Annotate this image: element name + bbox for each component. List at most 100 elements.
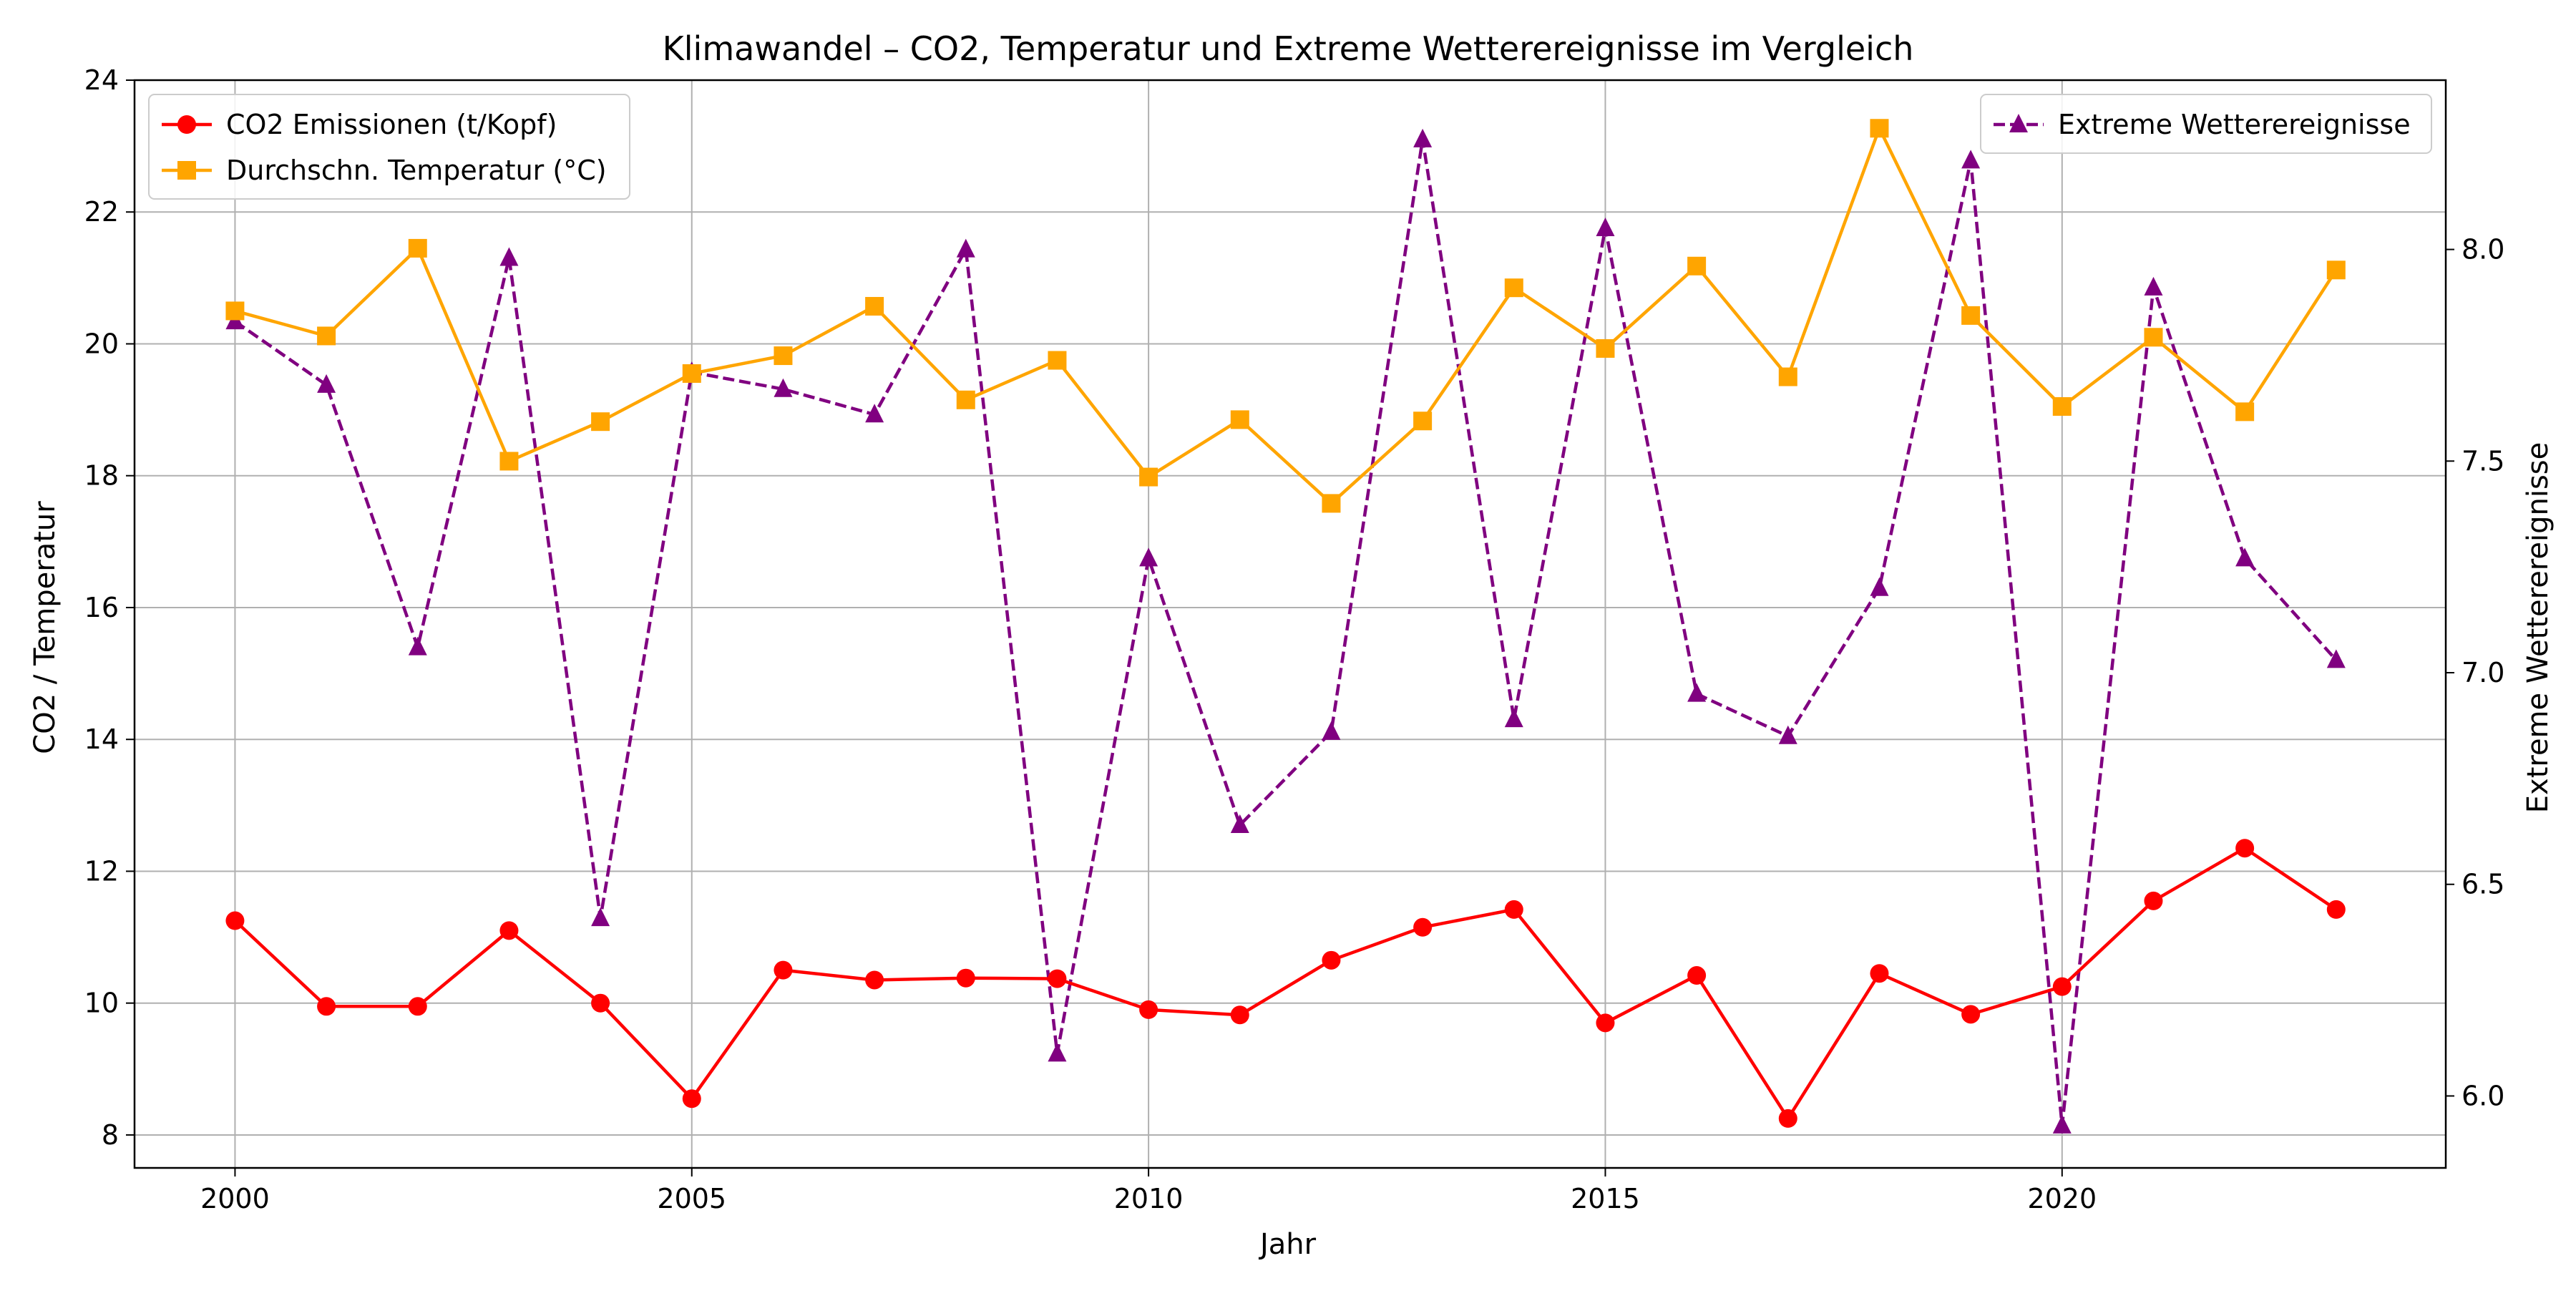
data-point [317,997,336,1016]
data-point [1687,683,1707,702]
data-point [499,247,519,266]
y-tick-label-left: 8 [102,1119,119,1151]
data-point [1139,547,1158,567]
data-point [317,326,336,346]
y-tick-label-right: 6.0 [2462,1080,2504,1111]
data-point [865,296,884,316]
y-tick-label-left: 22 [84,196,119,228]
data-point [682,364,701,383]
y-tick-label-right: 7.0 [2462,657,2504,688]
data-point [499,452,519,471]
data-point [865,970,884,990]
data-point [1778,1109,1797,1128]
data-point [1048,969,1067,988]
data-point [1230,814,1249,833]
data-point [2144,891,2163,910]
data-point [2144,328,2163,347]
data-point [1048,1043,1067,1062]
data-point [591,993,610,1013]
legend-box [1980,94,2432,154]
data-point [1504,278,1523,298]
x-axis-title: Jahr [1258,1228,1317,1261]
data-point [865,404,884,423]
x-tick-label: 2015 [1571,1183,1640,1214]
data-point [2326,900,2346,919]
plot-frame [133,79,2447,1169]
data-point [1322,721,1341,740]
data-point [682,1089,701,1109]
data-point [499,921,519,940]
series-line-2 [234,126,2338,505]
chart-title: Klimawandel – CO2, Temperatur und Extrem… [663,29,1914,68]
legend-label: CO2 Emissionen (t/Kopf) [226,109,557,140]
data-point [225,911,245,930]
data-point [1139,467,1158,487]
data-point [1322,494,1341,513]
series-line-3 [234,137,2338,1128]
data-point [774,378,793,397]
y-tick-label-left: 20 [84,328,119,359]
y-tick-label-right: 7.5 [2462,445,2504,477]
data-point [1230,1005,1249,1025]
axis-layer: 2000 2005 2010 2015 2020 8 10 12 14 16 18 20 22 24 6.0… [84,64,2505,1214]
y-tick-label-right: 8.0 [2462,234,2504,265]
data-point [1687,966,1707,985]
data-point [1230,410,1249,429]
legend-right: Extreme Wetterereignisse [1980,94,2432,154]
data-point [591,412,610,432]
data-point [1413,128,1433,147]
data-point [1413,411,1433,431]
y-tick-label-left: 12 [84,855,119,887]
legend-box [148,94,630,200]
data-point [1504,900,1523,919]
data-point [1778,725,1797,744]
x-tick-label: 2000 [200,1183,270,1214]
data-point [1048,351,1067,370]
data-point [1139,1000,1158,1019]
y-axis-title-left: CO2 / Temperatur [29,501,62,754]
data-point [1596,218,1615,237]
data-point [2326,649,2346,668]
data-point [408,636,427,656]
y-tick-label-left: 14 [84,724,119,755]
data-point [591,907,610,927]
legend-marker [177,115,196,134]
data-point [225,301,245,321]
data-point [2235,547,2255,567]
data-point [1961,1005,1981,1024]
data-point [2235,839,2255,858]
data-point [1961,306,1981,325]
x-tick-label: 2005 [657,1183,726,1214]
data-point [408,997,427,1016]
x-tick-label: 2010 [1114,1183,1184,1214]
y-tick-label-left: 10 [84,988,119,1019]
series-line-1 [233,846,2338,1121]
data-point [2052,977,2072,996]
y-tick-label-left: 24 [84,64,119,96]
data-point [956,238,975,258]
series-1 [225,839,2346,1128]
data-point [1413,917,1433,937]
legend-label: Extreme Wetterereignisse [2058,109,2411,140]
data-point [1870,577,1889,596]
legend-marker [2009,114,2028,133]
data-point [1961,150,1981,169]
data-point [1778,367,1797,386]
data-point [1870,119,1889,138]
legend-left: CO2 Emissionen (t/Kopf) Durchschn. Temper… [148,94,630,200]
data-point [1322,950,1341,970]
data-point [1870,964,1889,983]
data-point [1687,256,1707,276]
data-point [2052,1114,2072,1134]
y-tick-label-left: 16 [84,592,119,623]
y-tick-label-right: 6.5 [2462,869,2504,900]
data-point [2326,260,2346,280]
data-point [774,346,793,366]
x-tick-label: 2020 [2027,1183,2097,1214]
y-axis-title-right: Extreme Wetterereignisse [2522,442,2555,814]
data-point [408,238,427,258]
data-point [1596,338,1615,358]
